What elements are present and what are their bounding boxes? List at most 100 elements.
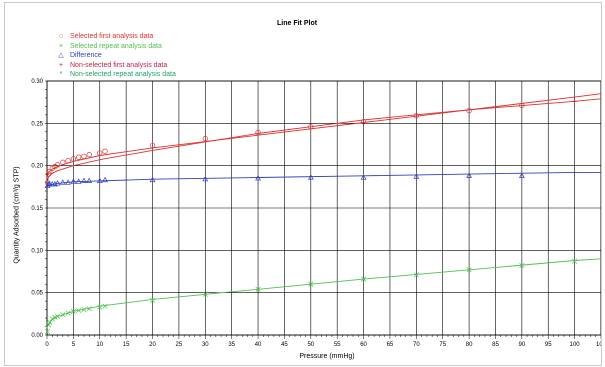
legend-label: Difference xyxy=(70,52,102,60)
x-tick-label: 0 xyxy=(45,342,49,348)
data-point xyxy=(572,258,578,264)
triangle-marker-icon: △ xyxy=(58,52,64,60)
data-point xyxy=(102,148,108,154)
x-tick-label: 60 xyxy=(360,342,367,348)
x-tick-label: 90 xyxy=(519,342,526,348)
data-point xyxy=(102,303,108,309)
data-point xyxy=(70,156,77,162)
data-point xyxy=(255,286,261,292)
data-point xyxy=(86,152,92,158)
data-point xyxy=(149,297,156,303)
data-point xyxy=(518,172,525,178)
x-tick-label: 45 xyxy=(281,342,288,348)
legend-item-selected-first: ○ Selected first analysis data xyxy=(55,32,176,42)
data-point xyxy=(519,263,525,269)
x-tick-label: 20 xyxy=(149,342,156,348)
data-point xyxy=(65,179,71,185)
legend-item-nonselected-first: + Non-selected first analysis data xyxy=(55,61,176,71)
data-point xyxy=(360,118,367,125)
data-point xyxy=(55,313,61,319)
line-fit-chart: 0 5 10 15 20 25 30 35 40 45 50 55 60 65 70 75 80 85 90 95 10… xyxy=(31,79,601,348)
plot-window: 0 5 10 15 20 25 30 35 40 45 50 55 60 65 70 75 80 85 90 95 10… xyxy=(4,2,602,366)
data-point xyxy=(60,159,66,165)
plus-marker-icon: + xyxy=(58,61,64,69)
data-point xyxy=(54,162,61,168)
data-point xyxy=(102,176,108,183)
data-point xyxy=(47,319,53,325)
legend-item-difference: △ Difference xyxy=(55,51,176,61)
data-point xyxy=(86,177,93,183)
data-point xyxy=(255,129,261,136)
data-point xyxy=(81,307,87,313)
data-point xyxy=(97,150,103,156)
fit-line xyxy=(46,258,601,329)
data-point xyxy=(202,291,208,297)
data-point xyxy=(413,272,419,278)
x-tick-label: 80 xyxy=(466,342,473,348)
x-tick-label: 85 xyxy=(492,342,499,348)
data-point xyxy=(44,329,51,335)
y-tick-label: 0.30 xyxy=(31,79,43,85)
data-point xyxy=(70,178,77,184)
data-point xyxy=(255,175,261,181)
data-point xyxy=(46,322,52,328)
data-point xyxy=(75,178,82,184)
x-tick-label: 105 xyxy=(596,342,601,348)
x-tick-label: 40 xyxy=(255,342,262,348)
x-tick-label: 10 xyxy=(96,342,103,348)
data-point xyxy=(308,281,314,287)
data-point xyxy=(60,312,66,318)
legend-item-selected-repeat: × Selected repeat analysis data xyxy=(55,42,176,52)
data-point xyxy=(413,113,419,119)
y-tick-label: 0.20 xyxy=(31,164,43,170)
data-point xyxy=(413,173,420,179)
data-point xyxy=(202,175,209,182)
x-tick-label: 25 xyxy=(176,342,183,348)
x-tick-label: 35 xyxy=(228,342,235,348)
data-point xyxy=(361,276,367,282)
plot-area-border xyxy=(46,80,601,336)
circle-marker-icon: ○ xyxy=(58,33,64,40)
data-point xyxy=(149,176,156,183)
x-tick-label: 75 xyxy=(439,342,446,348)
data-point xyxy=(572,99,577,104)
y-tick-label: 0.00 xyxy=(31,333,43,339)
chart-title: Line Fit Plot xyxy=(277,20,318,27)
chart-legend: ○ Selected first analysis data × Selecte… xyxy=(55,32,176,80)
data-point xyxy=(307,174,314,180)
data-point xyxy=(76,154,82,160)
y-axis-label: Quantity Adsorbed (cm³/g STP) xyxy=(13,166,21,264)
fit-line xyxy=(46,98,601,183)
fit-line xyxy=(46,171,601,188)
data-point xyxy=(202,135,208,142)
x-tick-label: 95 xyxy=(545,342,552,348)
star-marker-icon: * xyxy=(59,71,63,79)
data-point xyxy=(49,316,55,322)
data-point xyxy=(81,153,87,160)
x-tick-label: 55 xyxy=(334,342,341,348)
data-point xyxy=(97,304,103,310)
data-point xyxy=(49,165,55,171)
data-point xyxy=(45,171,52,177)
data-point xyxy=(76,307,82,313)
data-point xyxy=(466,172,472,178)
data-point xyxy=(81,177,87,183)
data-point xyxy=(52,163,58,170)
data-point xyxy=(54,180,61,186)
data-point xyxy=(519,102,525,109)
x-tick-label: 65 xyxy=(387,342,394,348)
y-tick-label: 0.15 xyxy=(31,206,43,212)
x-tick-label: 50 xyxy=(307,342,314,348)
x-marker-icon: × xyxy=(58,42,64,50)
data-point xyxy=(360,174,367,180)
x-axis-label: Pressure (mmHg) xyxy=(299,353,355,360)
legend-label: Selected first analysis data xyxy=(70,33,154,40)
y-tick-label: 0.25 xyxy=(31,121,43,127)
fit-line xyxy=(46,93,601,179)
data-point xyxy=(96,177,103,183)
data-point xyxy=(65,157,71,164)
legend-label: Non-selected first analysis data xyxy=(70,61,168,69)
data-point xyxy=(466,107,472,114)
x-tick-label: 100 xyxy=(570,342,581,348)
data-point xyxy=(59,179,66,185)
